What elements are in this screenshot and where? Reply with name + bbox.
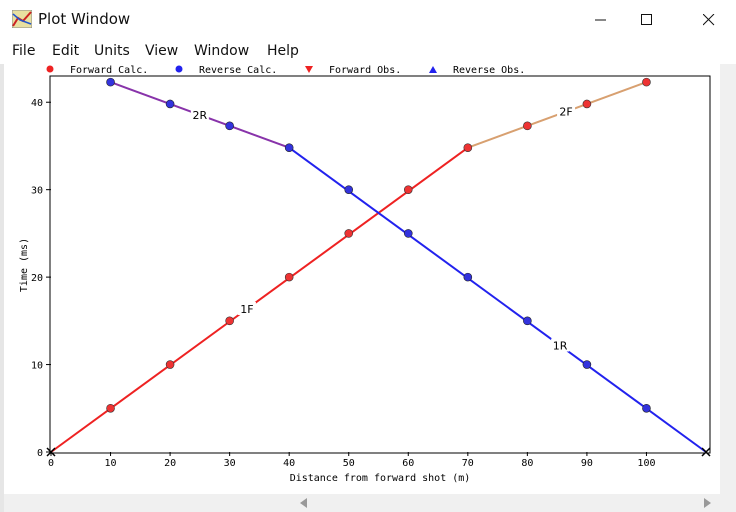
series-label: 2R [193,109,208,122]
forward-calc-point [165,360,175,369]
x-tick-label: 0 [48,458,54,469]
reverse-calc-point [344,185,354,194]
series-label: 1R [553,339,568,352]
plot-app-icon [12,10,32,28]
legend-label: Forward Obs. [329,65,401,76]
forward-calc-point [225,316,234,326]
series-lines [50,81,707,453]
reverse-calc-point [225,121,234,131]
reverse-calc-point [165,99,175,109]
y-tick-label: 30 [31,186,43,197]
menu-help[interactable]: Help [267,43,299,59]
forward-calc-point [284,272,294,282]
close-button[interactable] [686,0,732,40]
reverse-calc-point [284,143,294,153]
legend-marker [305,66,313,73]
forward-calc-point [582,99,592,109]
scroll-left-icon[interactable] [300,498,308,508]
series-label: 2F [559,106,572,119]
x-tick-label: 30 [224,458,236,469]
plot-frame [49,75,711,454]
y-tick-label: 0 [37,448,43,459]
reverse-calc-point [463,272,473,282]
y-tick-label: 20 [31,273,43,284]
data-points [46,77,711,457]
menu-file[interactable]: File [12,43,36,59]
scroll-right-icon[interactable] [704,498,712,508]
menu-bar: File Edit Units View Window Help [0,40,736,64]
vertical-scrollbar[interactable] [720,64,736,494]
shot-point-marker [701,447,711,457]
x-tick-label: 40 [283,458,295,469]
horizontal-scrollbar[interactable] [4,494,720,512]
legend: Forward Calc. Reverse Calc. Forward Obs. Re… [46,65,525,76]
x-tick-label: 60 [402,458,414,469]
axes: 0 10 20 30 40 50 60 70 80 90 100 0 10 20 30 40 [31,98,656,469]
y-axis-label: Time (ms) [19,238,30,292]
forward-calc-point [403,185,413,194]
reverse-calc-point [582,360,592,369]
x-tick-label: 10 [105,458,117,469]
travel-time-chart: Forward Calc. Reverse Calc. Forward Obs. Re… [19,65,711,484]
menu-edit[interactable]: Edit [52,43,80,59]
legend-label: Forward Calc. [70,65,148,76]
reverse-calc-point [106,77,115,87]
x-tick-label: 80 [521,458,533,469]
y-tick-label: 40 [31,98,43,109]
maximize-button[interactable] [624,0,670,40]
y-tick-label: 10 [31,361,43,372]
window-left-edge [0,64,4,512]
x-tick-label: 50 [343,458,355,469]
legend-marker [429,66,437,73]
x-tick-label: 90 [581,458,593,469]
x-tick-label: 20 [164,458,176,469]
minimize-icon [595,19,606,21]
reverse-calc-point [403,229,413,238]
close-icon [703,14,715,26]
shot-point-marker [46,447,56,457]
window-title: Plot Window [38,10,131,28]
series-label-bg [551,338,570,352]
series-label-bg [237,301,256,315]
forward-calc-point [642,77,651,87]
series-labels: 1F 2F 1R 2R [190,104,576,352]
legend-marker [46,65,54,73]
reverse-calc-point [523,316,532,326]
menu-view[interactable]: View [145,43,179,59]
series-line-1f [50,146,469,453]
maximize-icon [641,14,652,25]
series-label-bg [190,107,209,121]
title-bar[interactable]: Plot Window [0,0,736,40]
series-line-1r [288,146,707,453]
plot-area: Forward Calc. Reverse Calc. Forward Obs. Re… [4,64,720,494]
x-tick-label: 100 [637,458,655,469]
scrollbar-corner [720,494,736,512]
legend-label: Reverse Obs. [453,65,525,76]
forward-calc-point [523,121,532,131]
forward-calc-point [463,143,473,153]
forward-calc-point [106,403,115,413]
legend-label: Reverse Calc. [199,65,277,76]
x-tick-label: 70 [462,458,474,469]
reverse-calc-point [642,403,651,413]
forward-calc-point [344,229,354,238]
series-label-bg [557,104,576,118]
legend-marker [175,65,183,73]
series-label: 1F [240,303,253,316]
x-axis-label: Distance from forward shot (m) [290,473,471,484]
menu-units[interactable]: Units [94,43,130,59]
minimize-button[interactable] [578,0,624,40]
menu-window[interactable]: Window [194,43,250,59]
